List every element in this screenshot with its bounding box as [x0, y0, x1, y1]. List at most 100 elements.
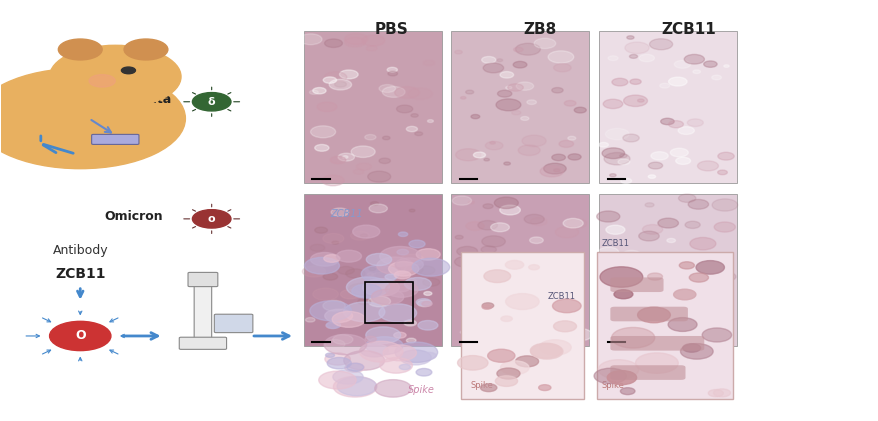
- Circle shape: [650, 152, 667, 160]
- Circle shape: [484, 276, 496, 282]
- Circle shape: [500, 361, 529, 374]
- Circle shape: [468, 201, 474, 204]
- Circle shape: [564, 101, 575, 106]
- Circle shape: [49, 45, 181, 108]
- Circle shape: [382, 86, 405, 97]
- Circle shape: [371, 202, 378, 205]
- Circle shape: [687, 317, 694, 320]
- Circle shape: [394, 342, 437, 362]
- Circle shape: [620, 388, 634, 394]
- Circle shape: [383, 345, 416, 361]
- Circle shape: [617, 159, 630, 165]
- Circle shape: [558, 257, 571, 263]
- Circle shape: [409, 209, 414, 212]
- Circle shape: [558, 141, 573, 147]
- Circle shape: [536, 257, 551, 264]
- Circle shape: [367, 171, 390, 182]
- Circle shape: [481, 305, 491, 309]
- Circle shape: [346, 277, 389, 298]
- Circle shape: [416, 298, 430, 306]
- FancyBboxPatch shape: [450, 31, 588, 183]
- Circle shape: [505, 86, 511, 89]
- Circle shape: [483, 63, 503, 73]
- Circle shape: [382, 91, 388, 93]
- Circle shape: [323, 273, 337, 280]
- FancyBboxPatch shape: [609, 336, 703, 351]
- Circle shape: [406, 126, 417, 132]
- Circle shape: [483, 270, 510, 282]
- Text: ZCB11: ZCB11: [547, 292, 575, 301]
- Circle shape: [378, 158, 390, 163]
- Circle shape: [339, 70, 357, 79]
- Circle shape: [310, 253, 339, 266]
- Circle shape: [370, 272, 394, 284]
- Text: Spike: Spike: [470, 381, 493, 390]
- Circle shape: [343, 351, 385, 370]
- Circle shape: [345, 269, 364, 278]
- Circle shape: [553, 321, 576, 332]
- Circle shape: [365, 337, 403, 354]
- Circle shape: [716, 170, 726, 175]
- Circle shape: [692, 70, 700, 74]
- Circle shape: [479, 256, 496, 264]
- Circle shape: [674, 286, 684, 290]
- Circle shape: [371, 289, 403, 305]
- Circle shape: [673, 60, 690, 68]
- Circle shape: [598, 360, 638, 379]
- Circle shape: [565, 254, 575, 259]
- Circle shape: [600, 267, 642, 287]
- Circle shape: [385, 274, 396, 280]
- Circle shape: [511, 111, 521, 115]
- Circle shape: [368, 296, 390, 307]
- Circle shape: [648, 162, 662, 169]
- Circle shape: [563, 218, 583, 228]
- Circle shape: [493, 197, 518, 208]
- Circle shape: [487, 349, 515, 362]
- Circle shape: [397, 249, 408, 255]
- Circle shape: [495, 376, 517, 386]
- Circle shape: [679, 262, 694, 269]
- Circle shape: [609, 294, 625, 301]
- Circle shape: [543, 163, 565, 174]
- Circle shape: [480, 384, 496, 392]
- Circle shape: [500, 267, 523, 278]
- Circle shape: [515, 43, 540, 55]
- Circle shape: [385, 282, 418, 297]
- Circle shape: [324, 309, 352, 322]
- Circle shape: [637, 99, 644, 102]
- Text: Delta: Delta: [135, 93, 172, 106]
- Circle shape: [605, 128, 629, 140]
- Circle shape: [687, 273, 706, 282]
- Circle shape: [313, 288, 338, 300]
- Circle shape: [635, 353, 678, 373]
- Circle shape: [547, 331, 570, 343]
- Circle shape: [505, 261, 523, 269]
- Circle shape: [619, 154, 626, 158]
- Circle shape: [313, 88, 326, 94]
- Circle shape: [366, 46, 377, 51]
- Circle shape: [422, 278, 439, 286]
- Circle shape: [689, 237, 715, 250]
- Circle shape: [344, 37, 365, 47]
- Circle shape: [673, 289, 695, 300]
- Circle shape: [353, 169, 363, 174]
- Circle shape: [614, 290, 632, 299]
- Circle shape: [331, 208, 349, 216]
- Circle shape: [396, 105, 413, 113]
- Circle shape: [457, 246, 477, 256]
- Circle shape: [720, 332, 732, 338]
- Circle shape: [626, 36, 633, 39]
- Circle shape: [661, 302, 673, 307]
- Circle shape: [333, 370, 363, 384]
- Circle shape: [388, 261, 419, 276]
- Circle shape: [423, 292, 431, 296]
- Circle shape: [412, 258, 450, 276]
- Circle shape: [357, 298, 371, 305]
- Circle shape: [374, 380, 411, 397]
- Circle shape: [452, 196, 471, 205]
- FancyBboxPatch shape: [179, 337, 227, 349]
- Circle shape: [677, 127, 694, 134]
- Circle shape: [394, 87, 419, 99]
- Circle shape: [617, 315, 643, 327]
- FancyBboxPatch shape: [609, 306, 687, 321]
